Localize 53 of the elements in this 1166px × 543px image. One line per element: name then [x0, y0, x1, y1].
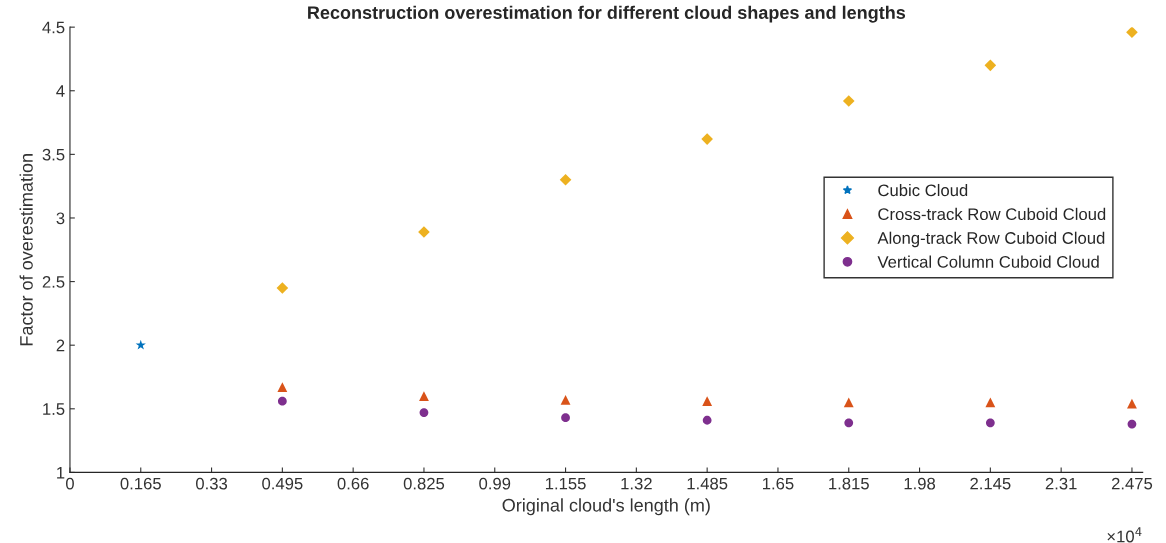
- y-tick-label: 3: [56, 212, 65, 225]
- point: [702, 396, 713, 407]
- point: [419, 408, 429, 418]
- x-tick-label: 0.99: [479, 477, 511, 490]
- point: [419, 391, 429, 401]
- y-tick-label: 3.5: [42, 148, 65, 161]
- x-tick-label: 0: [65, 477, 74, 490]
- point: [277, 396, 287, 406]
- y-tick-label: 4.5: [42, 21, 65, 34]
- y-tick-label: 4: [56, 85, 65, 97]
- point: [844, 418, 854, 428]
- y-tick-label: 1: [57, 466, 65, 479]
- legend-label: Cross-track Row Cuboid Cloud: [878, 207, 1106, 221]
- point: [843, 397, 854, 408]
- x-tick-label: 0.33: [195, 477, 228, 490]
- legend-label: Vertical Column Cuboid Cloud: [877, 255, 1099, 268]
- point: [1127, 398, 1137, 409]
- x-tick-label: 0.825: [403, 477, 445, 490]
- x-tick-label: 1.98: [904, 477, 936, 490]
- point: [135, 339, 146, 350]
- x-tick-label: 0.66: [337, 477, 369, 490]
- x-tick-label: 1.485: [687, 477, 728, 490]
- x-axis-title: Original cloud's length (m): [502, 498, 710, 516]
- x-tick-label: 1.32: [621, 477, 652, 490]
- y-tick-label: 1.5: [43, 403, 65, 415]
- x-tick-label: 2.31: [1045, 477, 1077, 490]
- point: [560, 394, 571, 405]
- x-tick-label: 0.165: [120, 477, 161, 490]
- x-tick-label: 2.475: [1111, 477, 1153, 490]
- x-tick-label: 1.815: [829, 477, 869, 490]
- point: [1127, 419, 1137, 429]
- x-tick-label: 1.155: [545, 477, 586, 490]
- y-tick-label: 2: [56, 339, 65, 352]
- point: [559, 174, 572, 186]
- y-axis-title: Factor of overestimation: [19, 154, 33, 346]
- point: [985, 397, 996, 408]
- legend-label: Cubic Cloud: [878, 183, 968, 197]
- x-tick-label: 2.145: [970, 477, 1011, 490]
- x-tick-label: 1.65: [763, 477, 794, 490]
- text: ×10$^{4}$: [1107, 527, 1142, 543]
- point: [561, 413, 570, 423]
- point: [277, 382, 288, 393]
- point: [702, 415, 712, 425]
- point: [842, 95, 855, 107]
- legend-label: Along-track Row Cuboid Cloud: [877, 231, 1105, 248]
- x-tick-label: 0.495: [262, 477, 303, 490]
- chart-title: Reconstruction overestimation for different cloud shapes and lengths: [308, 5, 906, 23]
- y-tick-label: 2.5: [42, 275, 65, 288]
- point: [985, 418, 995, 428]
- point: [984, 59, 997, 72]
- point: [701, 133, 713, 145]
- point: [276, 282, 289, 294]
- point: [1126, 27, 1138, 39]
